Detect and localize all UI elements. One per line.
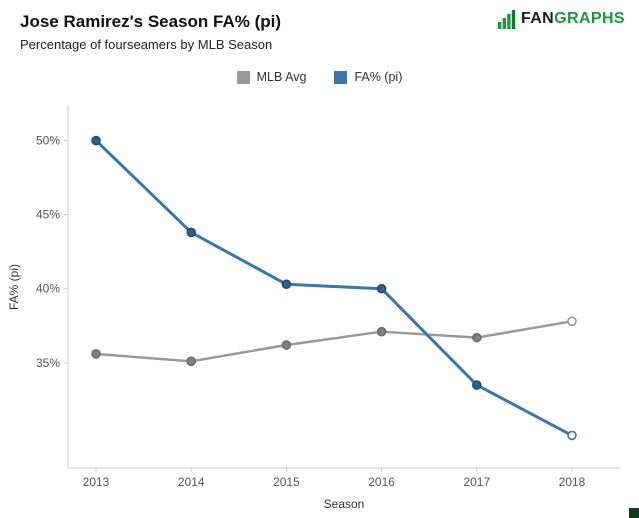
data-point-mlb-avg-2018: [567, 316, 577, 327]
fangraphs-bars-icon: [497, 9, 517, 29]
legend-item-fa-pct: FA% (pi): [334, 70, 402, 84]
fangraphs-logo[interactable]: FANGRAPHS: [497, 9, 625, 29]
x-tick-label: 2015: [273, 475, 300, 489]
legend-swatch-fa-pct: [334, 70, 348, 84]
data-point-fa-pi-2015: [281, 279, 292, 290]
page-subtitle: Percentage of fourseamers by MLB Season: [20, 37, 273, 52]
x-tick-label: 2013: [83, 475, 110, 489]
data-point-mlb-avg-2015: [281, 340, 292, 350]
data-point-fa-pi-2016: [376, 283, 387, 294]
y-tick-label: 50%: [36, 134, 60, 148]
data-point-mlb-avg-2016: [376, 326, 387, 337]
x-axis-title: Season: [323, 497, 365, 511]
data-point-mlb-avg-2017: [471, 332, 482, 343]
y-tick-label: 40%: [36, 282, 60, 296]
data-point-mlb-avg-2013: [91, 349, 101, 359]
data-point-fa-pi-2014: [186, 227, 196, 238]
x-tick-label: 2014: [178, 475, 205, 489]
series-line-fa-pi: [94, 139, 574, 437]
legend-label-fa-pct: FA% (pi): [354, 70, 403, 84]
data-point-mlb-avg-2014: [186, 356, 196, 367]
chart-legend: MLB Avg FA% (pi): [0, 70, 639, 84]
page-title: Jose Ramirez's Season FA% (pi): [20, 12, 282, 31]
data-point-fa-pi-2018: [567, 430, 577, 441]
data-point-fa-pi-2013: [91, 135, 101, 146]
embed-corner-mark: [629, 508, 639, 518]
x-tick-label: 2018: [559, 475, 586, 489]
legend-swatch-mlb-avg: [236, 70, 250, 84]
series-line-mlb-avg: [94, 320, 574, 363]
legend-label-mlb-avg: MLB Avg: [256, 70, 307, 84]
legend-item-mlb-avg: MLB Avg: [236, 70, 307, 84]
y-tick-label: 35%: [36, 356, 60, 370]
data-point-fa-pi-2017: [471, 380, 482, 390]
x-tick-label: 2017: [463, 475, 490, 489]
x-tick-label: 2016: [368, 475, 395, 489]
y-tick-label: 45%: [36, 208, 60, 222]
fangraphs-logo-text: FANGRAPHS: [520, 10, 625, 27]
